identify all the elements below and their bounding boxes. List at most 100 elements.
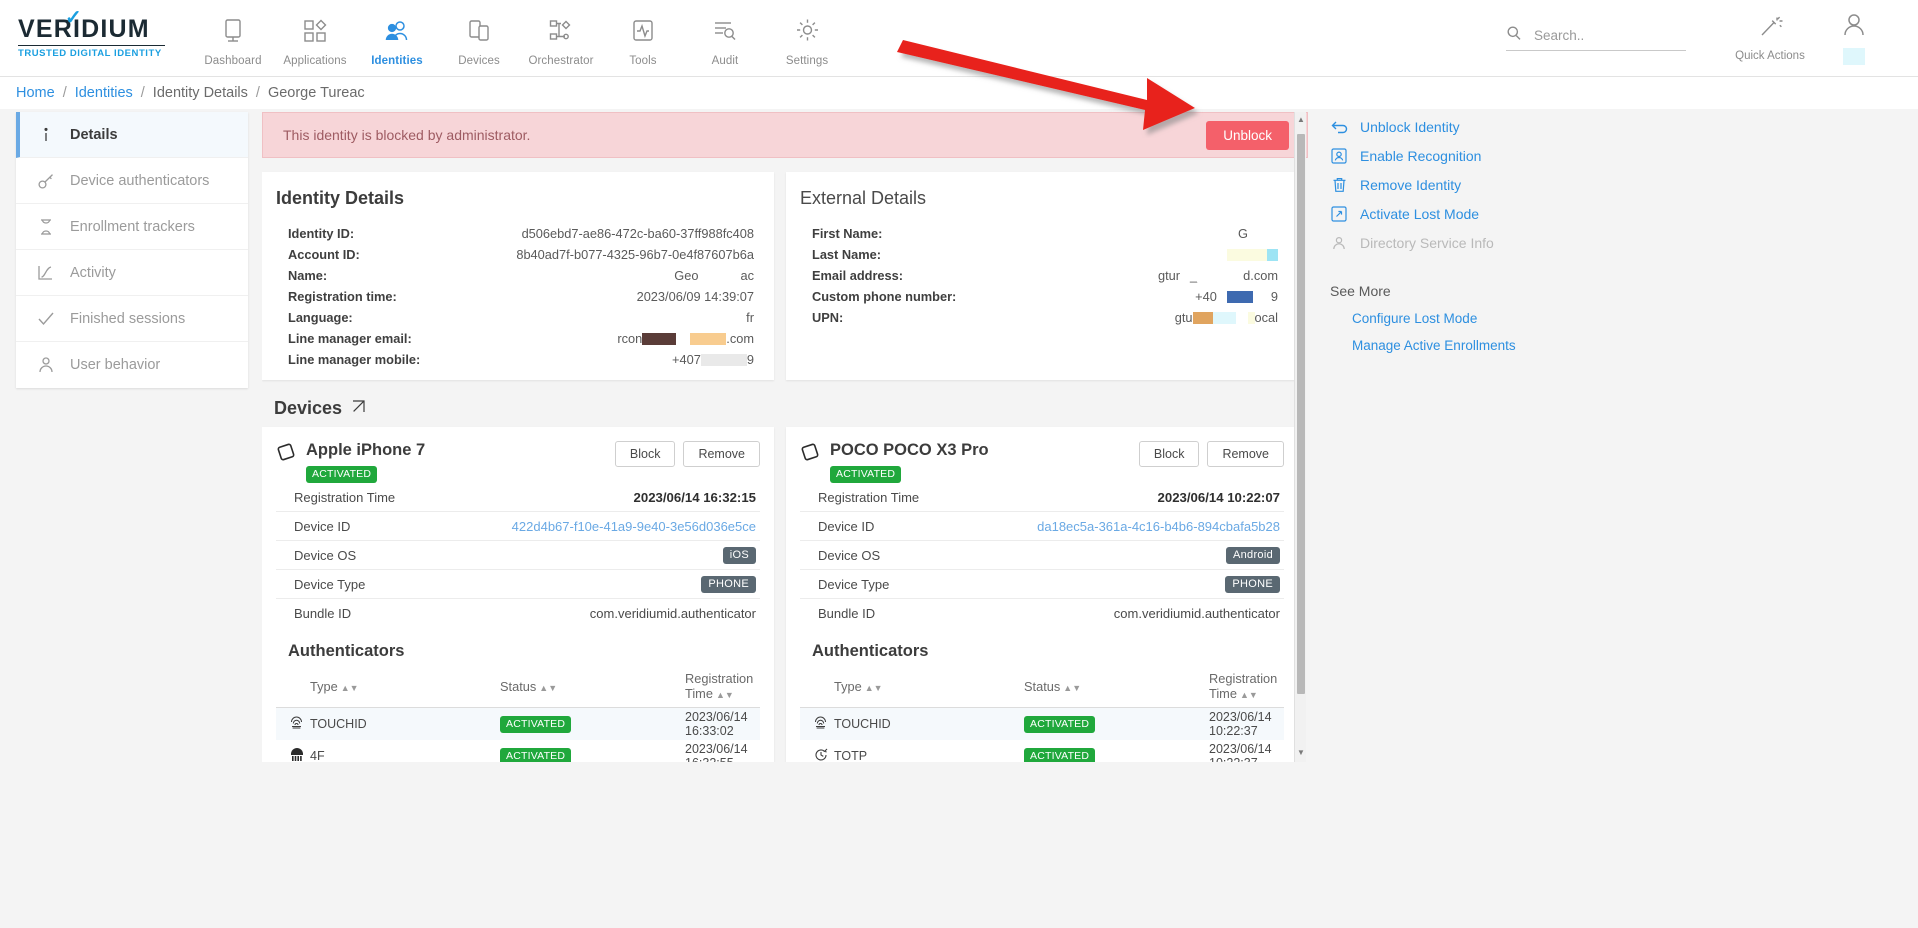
detail-key: Language:: [288, 310, 353, 325]
action-label: Unblock Identity: [1360, 118, 1460, 135]
unblock-button[interactable]: Unblock: [1206, 120, 1289, 150]
auth-col-status[interactable]: Status ▲▼: [500, 667, 685, 708]
brand-logo[interactable]: VERIDIUM ✓ TRUSTED DIGITAL IDENTITY: [18, 8, 166, 59]
device-actions: Block Remove: [614, 441, 760, 467]
key-icon: [36, 172, 56, 190]
device-row-label: Device OS: [818, 547, 881, 563]
scroll-up-arrow[interactable]: ▲: [1297, 115, 1305, 124]
fingerprint-icon: [800, 708, 834, 741]
auth-col-type[interactable]: Type ▲▼: [834, 667, 1024, 708]
action-directory-service-info: Directory Service Info: [1330, 228, 1750, 257]
devices-title: Devices: [274, 398, 343, 418]
device-block-button[interactable]: Block: [614, 441, 676, 467]
redaction-block: [1248, 227, 1278, 240]
search-box[interactable]: [1506, 25, 1686, 51]
breadcrumb-separator: /: [255, 85, 260, 101]
device-remove-button[interactable]: Remove: [1207, 441, 1284, 467]
orchestrator-icon: [548, 16, 574, 46]
nav-item-devices[interactable]: Devices: [438, 10, 520, 67]
auth-col-registration-time[interactable]: Registration Time ▲▼: [685, 667, 760, 708]
magic-wand-icon: [1758, 14, 1783, 44]
authenticators-title: Authenticators: [288, 642, 405, 660]
user-avatar-button[interactable]: [1816, 11, 1892, 65]
sidebar-item-details[interactable]: Details: [16, 112, 248, 158]
nav-item-orchestrator[interactable]: Orchestrator: [520, 10, 602, 67]
sidebar-item-user-behavior[interactable]: User behavior: [16, 342, 248, 388]
action-label: Enable Recognition: [1360, 147, 1482, 164]
device-card-header: POCO POCO X3 Pro ACTIVATED Block Remove: [800, 441, 1284, 483]
device-row-label: Device OS: [294, 547, 357, 563]
device-name: Apple iPhone 7: [306, 441, 426, 459]
sidebar-item-finished-sessions[interactable]: Finished sessions: [16, 296, 248, 342]
breadcrumb-identities[interactable]: Identities: [74, 85, 133, 101]
detail-value-prefix: +40: [1195, 289, 1217, 304]
quick-actions-button[interactable]: Quick Actions: [1724, 14, 1816, 62]
brand-tagline: TRUSTED DIGITAL IDENTITY: [18, 45, 165, 59]
main-scrollbar[interactable]: ▲ ▼: [1294, 112, 1306, 762]
nav-label-devices: Devices: [458, 54, 500, 67]
link-configure-lost-mode[interactable]: Configure Lost Mode: [1352, 311, 1478, 326]
device-os-pill: Android: [1225, 547, 1280, 564]
detail-key: Registration time:: [288, 289, 397, 304]
authenticators-header-row: Type ▲▼ Status ▲▼ Registration Time ▲▼: [276, 667, 760, 708]
sidebar-item-activity[interactable]: Activity: [16, 250, 248, 296]
device-id-link[interactable]: da18ec5a-361a-4c16-b4b6-894cbafa5b28: [1037, 518, 1280, 534]
detail-value-prefix: gtu: [1174, 310, 1193, 325]
device-type-pill: PHONE: [1225, 576, 1280, 593]
device-type-pill: PHONE: [701, 576, 756, 593]
device-card-header: Apple iPhone 7 ACTIVATED Block Remove: [276, 441, 760, 483]
action-remove-identity[interactable]: Remove Identity: [1330, 170, 1750, 199]
redaction-block: [1192, 311, 1213, 324]
external-link-icon[interactable]: [351, 399, 366, 419]
scroll-down-arrow[interactable]: ▼: [1297, 748, 1305, 757]
check-icon: [36, 310, 56, 328]
nav-item-identities[interactable]: Identities: [356, 10, 438, 67]
top-navigation: VERIDIUM ✓ TRUSTED DIGITAL IDENTITY Dashb…: [0, 0, 1918, 77]
lost-mode-icon: [1330, 205, 1348, 222]
nav-right-group: Quick Actions: [1506, 11, 1918, 65]
brand-name-label: VERIDIUM: [18, 15, 150, 43]
device-block-button[interactable]: Block: [1138, 441, 1200, 467]
detail-row-registration-time: Registration time: 2023/06/09 14:39:07: [276, 286, 760, 307]
device-remove-button[interactable]: Remove: [683, 441, 760, 467]
auth-col-type[interactable]: Type ▲▼: [310, 667, 500, 708]
detail-value-suffix: 9: [1270, 289, 1278, 304]
auth-col-status[interactable]: Status ▲▼: [1024, 667, 1209, 708]
nav-label-applications: Applications: [283, 54, 347, 67]
search-input[interactable]: [1532, 27, 1662, 44]
action-label: Activate Lost Mode: [1360, 205, 1480, 222]
action-activate-lost-mode[interactable]: Activate Lost Mode: [1330, 199, 1750, 228]
device-row-label: Device ID: [294, 518, 351, 534]
nav-item-tools[interactable]: Tools: [602, 10, 684, 67]
breadcrumb-home[interactable]: Home: [16, 85, 55, 101]
detail-key: Email address:: [812, 268, 904, 283]
device-diamond-icon: [800, 442, 820, 467]
hand-icon: [276, 740, 310, 762]
nav-item-settings[interactable]: Settings: [766, 10, 848, 67]
detail-row-account-id: Account ID: 8b40ad7f-b077-4325-96b7-0e4f…: [276, 244, 760, 265]
detail-value-prefix: gtur: [1157, 268, 1181, 283]
nav-item-dashboard[interactable]: Dashboard: [192, 10, 274, 67]
detail-key: Last Name:: [812, 247, 881, 262]
auth-row: TOUCHID ACTIVATED 2023/06/14 10:22:37: [800, 707, 1284, 741]
nav-item-audit[interactable]: Audit: [684, 10, 766, 67]
sidebar-item-enrollment-trackers[interactable]: Enrollment trackers: [16, 204, 248, 250]
device-os-pill: iOS: [722, 547, 756, 564]
device-status-badge: ACTIVATED: [306, 466, 378, 483]
auth-time: 2023/06/14 10:22:37: [1209, 742, 1272, 762]
breadcrumb-identity-details[interactable]: Identity Details: [152, 85, 248, 101]
auth-col-registration-time[interactable]: Registration Time ▲▼: [1209, 667, 1284, 708]
detail-key: Name:: [288, 268, 328, 283]
external-row-last-name: Last Name:: [800, 244, 1284, 265]
link-manage-active-enrollments[interactable]: Manage Active Enrollments: [1352, 338, 1516, 353]
redaction-block: [1247, 311, 1255, 324]
scrollbar-thumb[interactable]: [1297, 134, 1305, 694]
sidebar-item-device-authenticators[interactable]: Device authenticators: [16, 158, 248, 204]
action-unblock-identity[interactable]: Unblock Identity: [1330, 112, 1750, 141]
device-id-link[interactable]: 422d4b67-f10e-41a9-9e40-3e56d036e5ce: [511, 518, 756, 534]
directory-icon: [1330, 235, 1348, 251]
devices-section-header: Devices: [274, 398, 1308, 419]
nav-item-applications[interactable]: Applications: [274, 10, 356, 67]
device-diamond-icon: [276, 442, 296, 467]
action-enable-recognition[interactable]: Enable Recognition: [1330, 141, 1750, 170]
